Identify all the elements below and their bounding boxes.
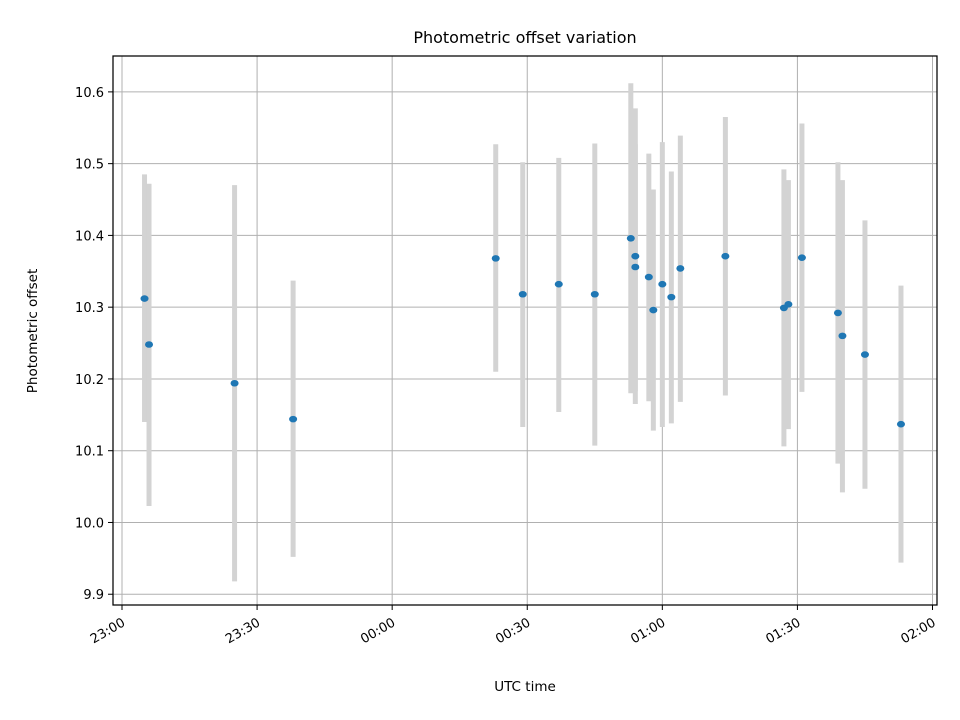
data-point (145, 341, 154, 348)
data-point (833, 309, 842, 317)
data-point (140, 295, 149, 302)
y-tick-label: 10.5 (75, 158, 104, 173)
data-point (626, 234, 635, 242)
data-point (667, 293, 676, 301)
data-point (289, 415, 298, 423)
y-tick-label: 9.9 (83, 588, 104, 603)
y-tick-label: 10.6 (75, 86, 104, 101)
y-tick-label: 10.1 (75, 445, 104, 460)
data-point (554, 280, 563, 288)
data-point (631, 252, 640, 260)
data-point (797, 254, 806, 261)
data-point (649, 306, 658, 314)
data-point (676, 265, 685, 272)
data-point (896, 420, 905, 428)
y-tick-label: 10.0 (75, 516, 104, 531)
data-points (140, 234, 905, 428)
data-point (230, 379, 239, 387)
y-tick-label: 10.4 (75, 229, 104, 244)
y-tick-label: 10.2 (75, 373, 104, 388)
y-axis-label: Photometric offset (25, 269, 41, 393)
data-point (644, 273, 653, 281)
data-point (631, 263, 640, 271)
y-tick-label: 10.3 (75, 301, 104, 316)
x-axis-label: UTC time (494, 679, 556, 695)
data-point (491, 255, 500, 262)
plot-frame (112, 55, 938, 606)
data-point (590, 290, 599, 298)
data-point (658, 280, 667, 288)
data-point (784, 301, 793, 308)
data-point (518, 290, 527, 298)
data-point (838, 332, 847, 340)
data-point (860, 351, 869, 358)
chart-title: Photometric offset variation (413, 28, 636, 47)
data-point (721, 252, 730, 260)
